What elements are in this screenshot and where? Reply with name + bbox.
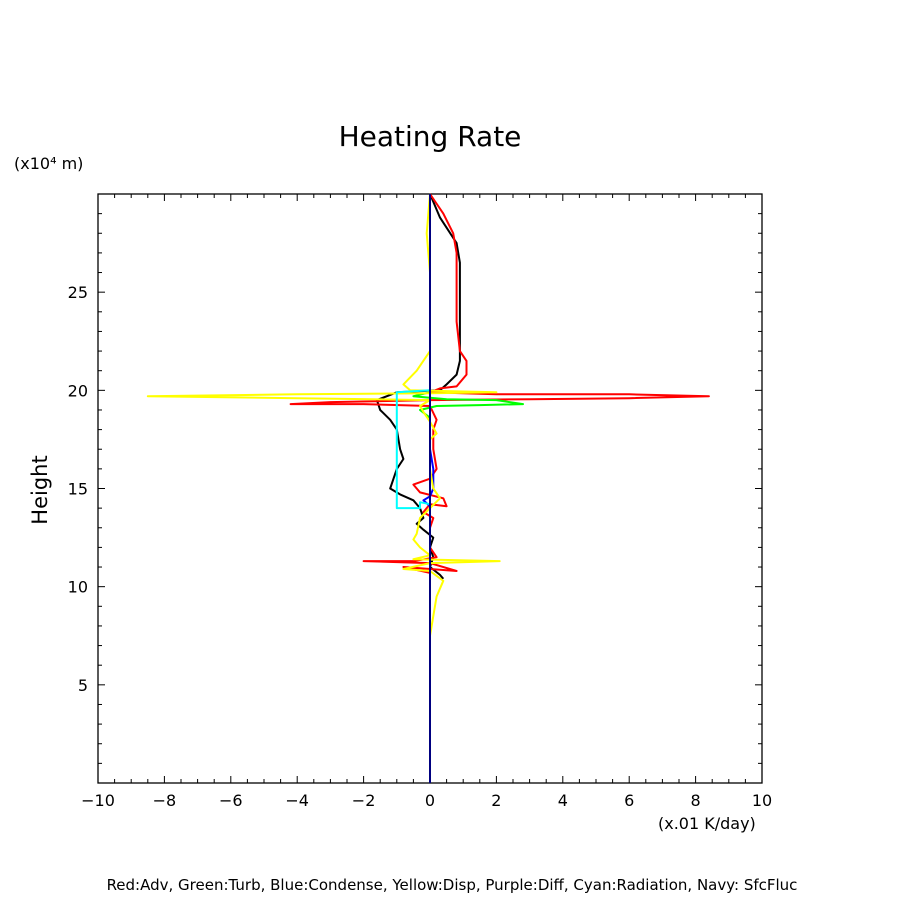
y-tick-label: 10 (68, 578, 88, 597)
y-tick-label: 20 (68, 381, 88, 400)
y-axis-label: Height (28, 455, 52, 525)
y-tick-label: 5 (78, 676, 88, 695)
series-line-3 (412, 391, 524, 419)
legend-caption: Red:Adv, Green:Turb, Blue:Condense, Yell… (106, 876, 798, 894)
x-tick-label: 2 (491, 791, 501, 810)
series-line-1 (375, 193, 461, 580)
x-axis-unit: (x.01 K/day) (658, 814, 756, 833)
axis-ticks (97, 194, 763, 783)
chart-title: Heating Rate (338, 120, 522, 153)
data-series (146, 193, 710, 783)
tick-labels: −10 −8 −6 −4 −2 0 2 4 6 8 10 5 10 15 20 25 (68, 283, 773, 810)
y-axis-unit: (x10⁴ m) (14, 154, 84, 173)
x-tick-label: 4 (558, 791, 568, 810)
series-line-2 (289, 193, 710, 583)
x-tick-label: −10 (81, 791, 115, 810)
x-tick-label: −6 (219, 791, 243, 810)
x-tick-label: 10 (752, 791, 772, 810)
y-tick-label: 25 (68, 283, 88, 302)
series-line-5 (146, 193, 501, 656)
series-line-6 (395, 389, 431, 510)
x-tick-label: −8 (153, 791, 177, 810)
y-tick-label: 15 (68, 480, 88, 499)
x-tick-label: 0 (425, 791, 435, 810)
x-tick-label: −4 (285, 791, 309, 810)
x-tick-label: 8 (691, 791, 701, 810)
x-tick-label: −2 (352, 791, 376, 810)
x-tick-label: 6 (624, 791, 634, 810)
